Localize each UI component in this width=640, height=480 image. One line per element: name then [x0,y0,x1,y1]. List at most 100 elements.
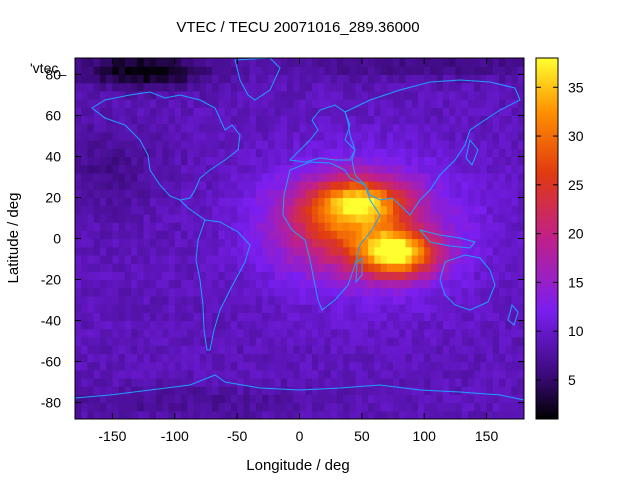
heatmap-cell [274,197,282,207]
heatmap-cell [436,377,444,387]
heatmap-cell [411,164,419,174]
heatmap-cell [449,58,457,67]
heatmap-cell [262,304,269,313]
heatmap-cell [224,312,232,322]
heatmap-cell [330,345,338,354]
heatmap-cell [174,99,182,108]
heatmap-cell [330,320,338,330]
heatmap-cell [411,181,419,190]
heatmap-cell [492,402,500,412]
heatmap-cell [237,369,244,379]
heatmap-cell [336,345,344,354]
heatmap-cell [467,74,475,84]
heatmap-cell [237,377,244,387]
heatmap-cell [449,82,457,92]
heatmap-cell [230,230,238,240]
heatmap-cell [368,189,375,199]
heatmap-cell [75,246,82,256]
heatmap-cell [361,312,369,322]
heatmap-cell [174,328,182,338]
heatmap-cell [430,181,438,190]
heatmap-cell [455,148,463,158]
heatmap-cell [106,82,114,92]
heatmap-cell [299,336,307,346]
heatmap-cell [449,320,457,330]
heatmap-cell [143,82,151,92]
heatmap-cell [162,254,170,264]
heatmap-cell [517,107,524,117]
heatmap-cell [299,345,307,354]
heatmap-cell [324,369,332,379]
heatmap-cell [181,156,188,166]
heatmap-cell [75,99,82,108]
heatmap-cell [168,369,176,379]
heatmap-cell [405,410,413,419]
heatmap-cell [430,353,438,363]
heatmap-cell [131,230,138,240]
heatmap-cell [318,156,326,166]
heatmap-cell [305,271,313,281]
heatmap-cell [442,99,450,108]
heatmap-cell [181,345,188,354]
heatmap-cell [274,361,282,371]
heatmap-cell [199,394,207,404]
heatmap-cell [492,361,500,371]
heatmap-cell [499,410,506,419]
heatmap-cell [511,107,519,117]
heatmap-cell [405,115,413,125]
heatmap-cell [499,172,506,182]
heatmap-cell [442,90,450,100]
heatmap-cell [505,361,513,371]
heatmap-cell [255,336,263,346]
heatmap-cell [137,181,145,190]
heatmap-cell [511,205,519,215]
heatmap-cell [93,230,101,240]
heatmap-cell [480,295,488,305]
heatmap-cell [280,312,288,322]
heatmap-cell [124,353,132,363]
heatmap-cell [137,58,145,67]
heatmap-cell [162,181,170,190]
heatmap-cell [336,377,344,387]
heatmap-cell [287,140,294,149]
heatmap-cell [118,312,126,322]
heatmap-cell [162,156,170,166]
heatmap-cell [162,246,170,256]
heatmap-cell [486,74,494,84]
heatmap-cell [193,238,201,248]
heatmap-cell [224,271,232,281]
heatmap-cell [268,230,276,240]
heatmap-cell [81,115,89,125]
heatmap-cell [243,197,251,207]
heatmap-cell [517,172,524,182]
heatmap-cell [393,172,400,182]
heatmap-cell [99,58,107,67]
heatmap-cell [424,336,432,346]
heatmap-cell [305,213,313,223]
heatmap-cell [87,123,95,133]
heatmap-cell [343,222,350,231]
heatmap-cell [318,148,326,158]
heatmap-cell [474,74,481,84]
heatmap-cell [262,410,269,419]
heatmap-cell [156,222,163,231]
heatmap-cell [174,230,182,240]
heatmap-cell [143,402,151,412]
heatmap-cell [511,181,519,190]
heatmap-cell [149,377,157,387]
heatmap-cell [393,320,400,330]
heatmap-cell [492,295,500,305]
heatmap-cell [218,205,226,215]
heatmap-cell [417,172,425,182]
heatmap-cell [124,369,132,379]
heatmap-cell [480,148,488,158]
heatmap-cell [205,172,213,182]
coastline-north-america [91,91,241,201]
heatmap-cell [480,82,488,92]
heatmap-cell [199,172,207,182]
coastline-new-zealand [507,303,519,326]
heatmap-cell [417,320,425,330]
heatmap-cell [311,131,319,141]
heatmap-cell [424,131,432,141]
heatmap-cell [106,222,114,231]
